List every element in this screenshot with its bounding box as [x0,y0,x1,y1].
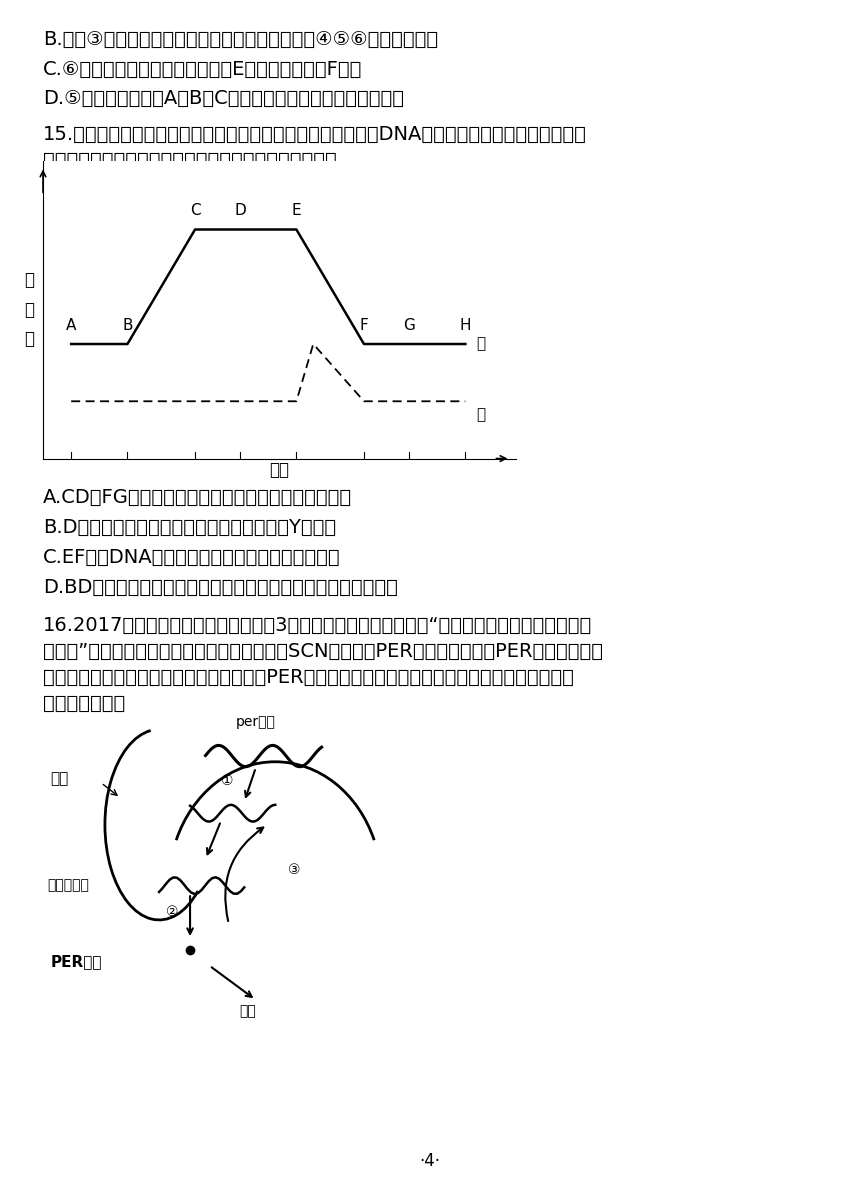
Text: 相
对
值: 相 对 值 [24,272,34,348]
Text: F: F [359,318,368,332]
Text: 核膜: 核膜 [51,772,69,786]
Text: B.D点所对应时刻之后，单个细胞中可能不含Y染色体: B.D点所对应时刻之后，单个细胞中可能不含Y染色体 [43,518,336,537]
Text: 甲: 甲 [476,337,486,351]
Text: C.EF段，DNA含量的变化是由于同源染色体的分离: C.EF段，DNA含量的变化是由于同源染色体的分离 [43,548,341,567]
Text: 的细胞中染色体数目变化（乙曲线）。下列说法错误的是: 的细胞中染色体数目变化（乙曲线）。下列说法错误的是 [43,151,337,170]
Text: A: A [66,318,77,332]
Text: D.⑤过程使用的花药A、B、C在三个品种的植株上都可以采集到: D.⑤过程使用的花药A、B、C在三个品种的植株上都可以采集到 [43,89,404,108]
Text: E: E [292,202,301,218]
Text: 乙: 乙 [476,407,486,423]
Text: ·4·: ·4· [420,1152,440,1170]
Text: ③: ③ [288,863,301,878]
Text: per基因: per基因 [236,716,276,729]
Text: 16.2017年诺贝尔生理学或医学奖授予3位美国科学家，他们发现了“控制人体昼夜节律变化的分子: 16.2017年诺贝尔生理学或医学奖授予3位美国科学家，他们发现了“控制人体昼夜… [43,616,593,635]
Text: 细胞质基质: 细胞质基质 [46,879,89,892]
Text: 降解: 降解 [240,1004,256,1018]
Text: A.CD与FG对应的时间段，细胞中均含有两个染色体组: A.CD与FG对应的时间段，细胞中均含有两个染色体组 [43,488,352,507]
Text: D: D [234,202,246,218]
Text: PER蛋白: PER蛋白 [51,954,102,969]
Text: 列叙述错误的是: 列叙述错误的是 [43,694,126,713]
Text: B.通过③途径获得的新品种所需年限一定长于通过④⑤⑥途径所需年限: B.通过③途径获得的新品种所需年限一定长于通过④⑤⑥途径所需年限 [43,30,438,49]
Text: C: C [190,202,200,218]
Text: D.BD对应的时间段，可发生姐妹染色单体相同位点上的基因变化: D.BD对应的时间段，可发生姐妹染色单体相同位点上的基因变化 [43,578,398,597]
X-axis label: 时间: 时间 [269,461,290,479]
Text: G: G [403,318,415,332]
Text: ②: ② [166,905,179,919]
Text: 15.下图表示雄果蜩体内某细胞分裂过程中，细胞内每条染色体DNA含量变化（甲曲线）及与之对应: 15.下图表示雄果蜩体内某细胞分裂过程中，细胞内每条染色体DNA含量变化（甲曲线… [43,125,587,144]
Text: 期性变化：夜晚浓度升高，白天浓度降低，PER蛋白的浓度变化与昼夜节律惊人一致。据图分析，下: 期性变化：夜晚浓度升高，白天浓度降低，PER蛋白的浓度变化与昼夜节律惊人一致。据… [43,668,574,687]
Text: ①: ① [220,774,233,787]
Text: B: B [122,318,132,332]
Text: C.⑥过程中也可以用秋水仙素处理E萝发的种子获得F植株: C.⑥过程中也可以用秋水仙素处理E萝发的种子获得F植株 [43,60,362,79]
Text: H: H [459,318,471,332]
Text: 机制。”人体的生物钟机理如下图所示，下丘脑SCN细胞中，PER基因的表达产物PER蛋白浓度呼周: 机制。”人体的生物钟机理如下图所示，下丘脑SCN细胞中，PER基因的表达产物PE… [43,642,603,661]
